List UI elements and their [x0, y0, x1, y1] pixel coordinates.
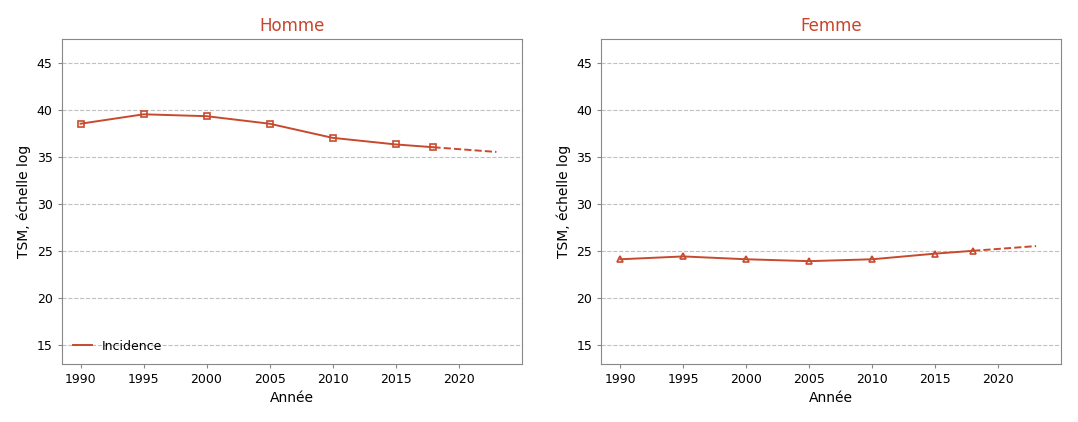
Y-axis label: TSM, échelle log: TSM, échelle log	[556, 145, 571, 258]
X-axis label: Année: Année	[270, 391, 314, 406]
X-axis label: Année: Année	[810, 391, 854, 406]
Title: Femme: Femme	[801, 16, 862, 35]
Legend: Incidence: Incidence	[68, 335, 167, 357]
Title: Homme: Homme	[259, 16, 324, 35]
Y-axis label: TSM, échelle log: TSM, échelle log	[16, 145, 31, 258]
